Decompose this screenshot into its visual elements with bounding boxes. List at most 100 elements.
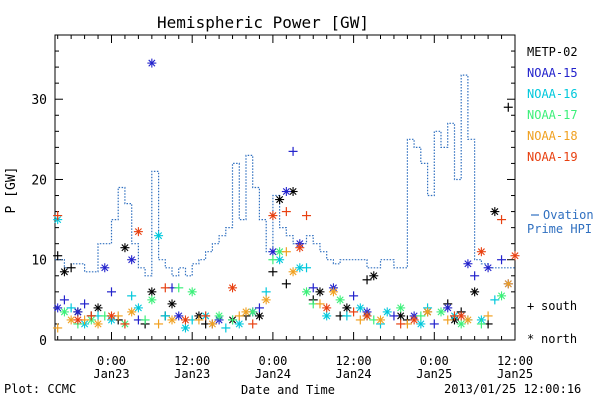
chart-title: Hemispheric Power [GW] — [157, 13, 369, 32]
north-point-stroke — [296, 264, 304, 272]
north-point-stroke — [67, 316, 75, 324]
north-point — [93, 303, 103, 313]
y-tick-label: 30 — [31, 93, 47, 108]
south-point — [497, 215, 507, 225]
north-point-stroke — [336, 296, 344, 304]
north-point-stroke — [74, 308, 82, 316]
south-point — [194, 315, 204, 325]
north-point — [167, 315, 177, 325]
north-point — [322, 303, 332, 313]
north-point-stroke — [208, 320, 216, 328]
south-point — [288, 146, 298, 156]
axis-ticks: 01020300:00Jan2312:00Jan230:00Jan2412:00… — [31, 34, 533, 381]
north-point-stroke — [329, 288, 337, 296]
north-point-stroke — [504, 280, 512, 288]
legend-north-symbol: * — [527, 332, 534, 346]
north-point-stroke — [296, 244, 304, 252]
legend-south-label: south — [541, 299, 577, 313]
south-point — [362, 275, 372, 285]
south-point — [355, 315, 365, 325]
north-point-stroke — [269, 248, 277, 256]
north-point — [207, 319, 217, 329]
north-point — [254, 311, 264, 321]
north-point — [456, 319, 466, 329]
north-point-stroke — [323, 312, 331, 320]
north-point — [409, 315, 419, 325]
north-point — [483, 263, 493, 273]
north-point-stroke — [60, 268, 68, 276]
north-point-stroke — [148, 296, 156, 304]
south-point — [281, 247, 291, 257]
north-point — [470, 287, 480, 297]
north-point-stroke — [457, 320, 465, 328]
north-point — [295, 263, 305, 273]
north-point-stroke — [215, 312, 223, 320]
north-point-stroke — [168, 300, 176, 308]
south-point — [483, 311, 493, 321]
y-tick-label: 20 — [31, 173, 47, 188]
south-point — [268, 255, 278, 265]
south-point — [127, 291, 137, 301]
north-point — [396, 303, 406, 313]
legend-satellite: NOAA-16 — [527, 87, 578, 101]
legend-north-label: north — [541, 332, 577, 346]
south-point — [268, 267, 278, 277]
north-point-stroke — [249, 308, 257, 316]
north-point — [167, 299, 177, 309]
north-point-stroke — [235, 320, 243, 328]
north-point-stroke — [397, 312, 405, 320]
north-point — [73, 315, 83, 325]
south-point — [66, 263, 76, 273]
north-point — [133, 227, 143, 237]
north-point — [275, 195, 285, 205]
north-point — [476, 247, 486, 257]
north-point-stroke — [229, 284, 237, 292]
north-point-stroke — [316, 288, 324, 296]
south-point — [503, 102, 513, 112]
north-point — [59, 307, 69, 317]
north-point-stroke — [484, 264, 492, 272]
north-point-stroke — [376, 316, 385, 324]
north-point-stroke — [188, 288, 196, 296]
north-point-stroke — [511, 252, 519, 260]
south-point — [66, 303, 76, 313]
satellite-points — [53, 58, 520, 333]
north-point — [120, 243, 130, 253]
x-tick-label-date: Jan23 — [174, 367, 210, 381]
south-point — [281, 207, 291, 217]
south-point — [174, 283, 184, 293]
south-point — [302, 211, 312, 221]
south-point — [254, 303, 264, 313]
south-point — [86, 311, 96, 321]
north-point — [362, 311, 372, 321]
north-point — [261, 295, 271, 305]
north-point — [490, 207, 500, 217]
north-point — [59, 267, 69, 277]
north-point-stroke — [410, 316, 418, 324]
north-point-stroke — [134, 304, 142, 312]
north-point-stroke — [60, 308, 68, 316]
north-point-stroke — [269, 212, 277, 220]
north-point-stroke — [175, 312, 183, 320]
north-point — [154, 231, 164, 241]
north-point-stroke — [128, 256, 136, 264]
timestamp: 2013/01/25 12:00:16 — [444, 382, 582, 396]
north-point — [369, 271, 379, 281]
south-point — [140, 315, 150, 325]
south-point — [53, 211, 63, 221]
north-point — [315, 287, 325, 297]
north-point — [214, 311, 224, 321]
north-point — [503, 279, 513, 289]
x-tick-label-time: 0:00 — [420, 354, 449, 368]
ovation-hpi-series — [55, 74, 515, 277]
x-tick-label-time: 0:00 — [97, 354, 126, 368]
north-point — [281, 187, 291, 197]
south-point — [396, 319, 406, 329]
south-point — [308, 283, 318, 293]
north-point — [443, 303, 453, 313]
north-point-stroke — [383, 308, 391, 316]
north-point — [463, 315, 473, 325]
north-point — [180, 323, 190, 333]
north-point-stroke — [477, 248, 485, 256]
south-point — [261, 287, 271, 297]
